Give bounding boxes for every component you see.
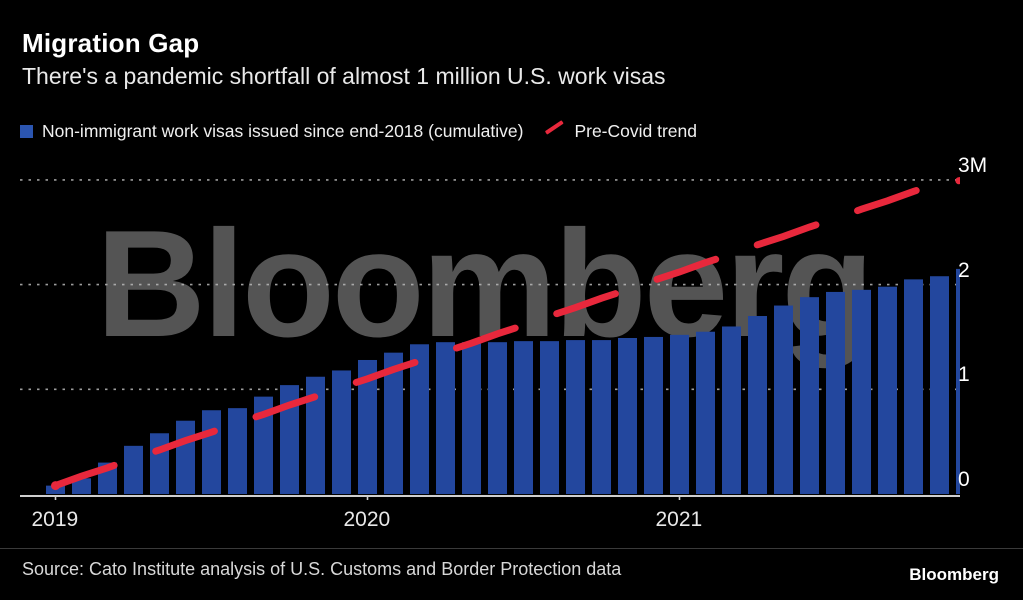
bar (592, 340, 611, 494)
bar (618, 337, 637, 494)
source-note: Source: Cato Institute analysis of U.S. … (22, 559, 622, 579)
bloomberg-logo: Bloomberg (905, 563, 1003, 587)
bar (956, 268, 960, 494)
trend-start-dot (51, 481, 60, 491)
chart-legend: Non-immigrant work visas issued since en… (20, 121, 697, 142)
bar (306, 376, 325, 494)
bar (410, 344, 429, 494)
bar (462, 342, 481, 494)
x-axis-tick-label: 2021 (655, 508, 703, 531)
x-axis-tick-label: 2019 (31, 508, 79, 531)
legend-dash-icon (545, 125, 565, 139)
bar (748, 316, 767, 494)
bar (72, 478, 91, 494)
bar (228, 408, 247, 494)
legend-item-trend: Pre-Covid trend (545, 121, 697, 142)
bar (124, 445, 143, 494)
x-axis-labels: 2019 2020 2021 (0, 508, 1023, 542)
page-subtitle: There's a pandemic shortfall of almost 1… (22, 63, 666, 89)
bar (384, 352, 403, 494)
bar (566, 340, 585, 494)
y-axis-tick-label: 0 (958, 468, 970, 491)
bar (696, 331, 715, 494)
chart-svg (20, 177, 960, 500)
chart-plot-area (20, 150, 960, 500)
y-axis-tick-label: 3M (958, 153, 988, 177)
y-axis-tick-label: 2 (958, 258, 970, 282)
bar (436, 342, 455, 494)
bar (332, 370, 351, 494)
bar (202, 410, 221, 494)
x-axis-tick-label: 2020 (343, 508, 391, 531)
legend-item-bars: Non-immigrant work visas issued since en… (20, 121, 523, 142)
bar (176, 420, 195, 494)
footer-divider (0, 548, 1023, 549)
legend-label-bars: Non-immigrant work visas issued since en… (42, 121, 524, 141)
bar (878, 286, 897, 494)
legend-label-trend: Pre-Covid trend (574, 121, 698, 141)
bar (722, 326, 741, 494)
bar (904, 279, 923, 494)
legend-square-icon (20, 125, 33, 138)
bar (852, 289, 871, 494)
bar (358, 359, 377, 494)
bar (930, 276, 949, 494)
bar (644, 336, 663, 494)
y-axis-labels: 0 1 2 3M (958, 150, 1018, 500)
bar (826, 291, 845, 494)
bar (150, 433, 169, 494)
bar (514, 341, 533, 494)
bar (488, 342, 507, 494)
bar (280, 385, 299, 494)
bar (670, 334, 689, 494)
pre-covid-trend-line (52, 177, 960, 490)
page-title: Migration Gap (22, 28, 200, 58)
bar (774, 305, 793, 494)
bar (800, 297, 819, 494)
bar (540, 341, 559, 494)
bar (254, 396, 273, 494)
y-axis-tick-label: 1 (958, 363, 970, 387)
